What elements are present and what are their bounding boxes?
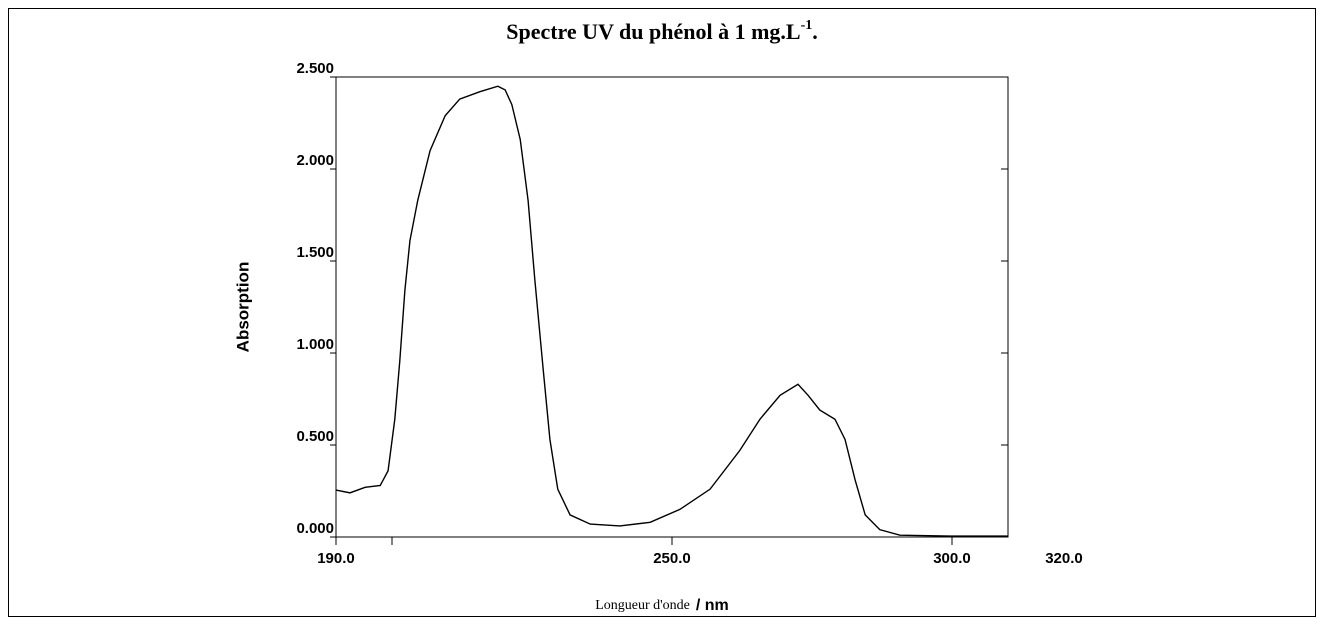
- y-tick-label: 0.500: [296, 428, 334, 445]
- title-end: .: [812, 19, 818, 44]
- y-tick-label: 2.500: [296, 60, 334, 77]
- y-tick-label: 2.000: [296, 152, 334, 169]
- x-tick-label: 300.0: [933, 550, 971, 567]
- y-axis-label: Absorption: [233, 262, 252, 353]
- spectrum-line: [335, 85, 1008, 537]
- y-tick-label: 1.000: [296, 336, 334, 353]
- x-tick-label: 320.0: [1045, 550, 1083, 567]
- title-text: Spectre UV du phénol à 1 mg.L: [506, 19, 800, 44]
- x-tick-label: 250.0: [653, 550, 691, 567]
- x-label-text: Longueur d'onde: [595, 598, 690, 613]
- chart-title: Spectre UV du phénol à 1 mg.L-1.: [506, 18, 818, 44]
- x-tick-label: 190.0: [317, 550, 355, 567]
- x-label-unit: / nm: [696, 597, 729, 614]
- title-superscript: -1: [801, 18, 813, 33]
- x-axis-label: Longueur d'onde / nm: [595, 597, 729, 614]
- y-tick-label: 0.000: [296, 520, 334, 537]
- plot-area: [335, 76, 1009, 538]
- y-tick-label: 1.500: [296, 244, 334, 261]
- frame: [8, 8, 1316, 617]
